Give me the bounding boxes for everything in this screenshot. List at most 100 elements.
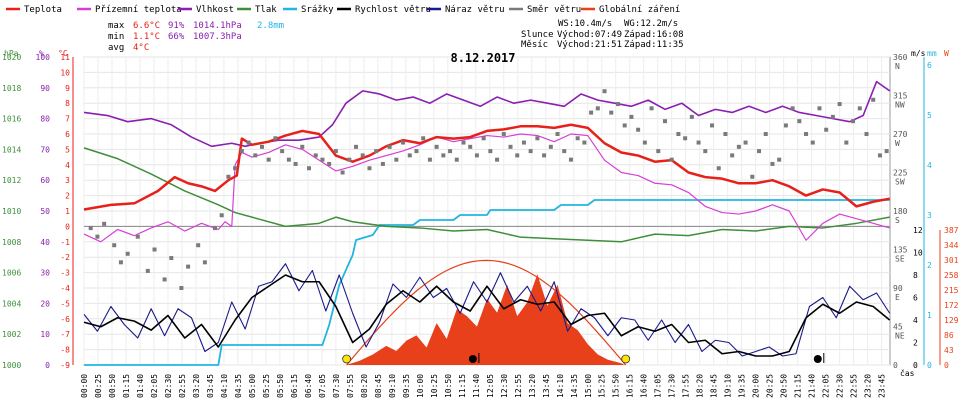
wind-direction-point bbox=[286, 157, 291, 162]
wind-direction-point bbox=[629, 114, 634, 119]
wind-direction-point bbox=[589, 110, 594, 115]
tick-time: 13:20 bbox=[528, 374, 537, 398]
tick-time: 15:00 bbox=[584, 374, 593, 398]
tick-time: 01:15 bbox=[122, 374, 131, 398]
tick-time: 07:30 bbox=[332, 374, 341, 398]
tick-time: 20:25 bbox=[766, 374, 775, 398]
tick-time: 06:40 bbox=[304, 374, 313, 398]
wind-direction-point bbox=[535, 136, 540, 141]
tick-time: 10:00 bbox=[416, 374, 425, 398]
wind-direction-point bbox=[710, 123, 715, 128]
stat-press: 1014.1hPa bbox=[193, 21, 242, 31]
tick-pct: 60 bbox=[40, 176, 50, 185]
stat-label: max bbox=[108, 21, 125, 31]
wind-direction-point bbox=[387, 144, 392, 149]
wind-direction-point bbox=[239, 149, 244, 154]
wind-direction-point bbox=[300, 144, 305, 149]
tick-pct: 20 bbox=[40, 299, 50, 308]
wind-direction-point bbox=[102, 221, 107, 226]
wind-direction-point bbox=[380, 161, 385, 166]
wind-direction-point bbox=[743, 140, 748, 145]
left-axes: hPa% °C1020101810161014101210101008100610… bbox=[2, 49, 74, 370]
wind-direction-point bbox=[394, 157, 399, 162]
tick-time: 15:25 bbox=[598, 374, 607, 398]
wind-direction-point bbox=[454, 157, 459, 162]
sun-set: Západ:16:08 bbox=[624, 30, 684, 40]
series-wind-gust bbox=[83, 263, 891, 357]
legend-label: Teplota bbox=[24, 5, 62, 15]
wind-direction-point bbox=[152, 247, 157, 252]
tick-ms: 12 bbox=[913, 226, 923, 235]
wind-direction-point bbox=[723, 132, 728, 136]
wind-direction-point bbox=[495, 157, 500, 162]
tick-c: 7 bbox=[65, 115, 70, 124]
wind-direction-point bbox=[649, 106, 654, 111]
wind-direction-point bbox=[622, 123, 627, 128]
tick-dir-name: N bbox=[895, 62, 900, 71]
wind-direction-point bbox=[401, 140, 406, 145]
tick-hpa: 1006 bbox=[2, 269, 21, 278]
wind-direction-point bbox=[186, 264, 191, 269]
x-axis: 00:00 00:25 00:50 01:15 01:40 02:05 02:30 02:55… bbox=[80, 368, 915, 398]
wind-direction-point bbox=[642, 140, 647, 145]
stat-wg: WG:12.2m/s bbox=[624, 19, 678, 29]
wind-direction-point bbox=[448, 149, 453, 154]
tick-time: 23:45 bbox=[878, 374, 887, 398]
tick-ms: 6 bbox=[913, 294, 918, 303]
tick-time: 00:25 bbox=[94, 374, 103, 398]
tick-w: 172 bbox=[944, 301, 959, 310]
sun-label: Slunce bbox=[521, 30, 554, 40]
tick-w: 301 bbox=[944, 256, 959, 265]
wind-direction-point bbox=[602, 89, 607, 94]
tick-time: 17:05 bbox=[654, 374, 663, 398]
tick-c: 9 bbox=[65, 84, 70, 93]
wind-direction-point bbox=[851, 119, 856, 124]
tick-time: 04:35 bbox=[234, 374, 243, 398]
tick-mm: 2 bbox=[927, 261, 932, 270]
tick-hpa: 1016 bbox=[2, 115, 21, 124]
tick-dir: 90 bbox=[893, 284, 903, 293]
tick-time: 21:15 bbox=[794, 374, 803, 398]
tick-dir: 225 bbox=[893, 169, 908, 178]
tick-ms: 8 bbox=[913, 271, 918, 280]
tick-w: 344 bbox=[944, 241, 959, 250]
legend-label: Srážky bbox=[301, 5, 334, 15]
tick-hpa: 1002 bbox=[2, 330, 21, 339]
wind-direction-point bbox=[481, 136, 486, 141]
tick-hpa: 1014 bbox=[2, 145, 21, 154]
chart-title: 8.12.2017 bbox=[450, 51, 515, 65]
series-rain bbox=[84, 199, 890, 366]
wind-direction-point bbox=[757, 149, 762, 154]
stat-label: avg bbox=[108, 43, 124, 53]
axis-label-pct: % bbox=[39, 49, 44, 58]
tick-hpa: 1018 bbox=[2, 84, 21, 93]
tick-time: 16:15 bbox=[626, 374, 635, 398]
wind-direction-point bbox=[196, 243, 201, 248]
wind-direction-point bbox=[421, 136, 426, 141]
wind-direction-point bbox=[246, 140, 251, 145]
tick-c: -2 bbox=[60, 253, 70, 262]
tick-ms: 0 bbox=[913, 361, 918, 370]
axis-label-mm: mm bbox=[927, 49, 937, 58]
tick-dir-name: W bbox=[895, 139, 900, 148]
wind-direction-point bbox=[783, 123, 788, 128]
wind-direction-point bbox=[347, 157, 352, 162]
wind-direction-point bbox=[824, 127, 829, 132]
tick-dir: 135 bbox=[893, 246, 908, 255]
tick-time: 18:45 bbox=[710, 374, 719, 398]
tick-time: 11:40 bbox=[472, 374, 481, 398]
tick-time: 09:10 bbox=[388, 374, 397, 398]
stat-hum: 91% bbox=[168, 21, 185, 31]
sun-rise: Východ:07:49 bbox=[557, 30, 622, 40]
tick-hpa: 1008 bbox=[2, 238, 21, 247]
wind-direction-point bbox=[568, 157, 573, 162]
wind-direction-point bbox=[656, 149, 661, 154]
axis-label-hpa: hPa bbox=[4, 49, 19, 58]
tick-time: 19:35 bbox=[738, 374, 747, 398]
tick-w: 43 bbox=[944, 346, 954, 355]
wind-direction-point bbox=[562, 149, 567, 154]
legend-label: Vlhkost bbox=[196, 5, 234, 15]
wind-direction-point bbox=[233, 166, 238, 171]
moon-label: Měsíc bbox=[521, 40, 548, 50]
wind-direction-point bbox=[750, 174, 755, 179]
